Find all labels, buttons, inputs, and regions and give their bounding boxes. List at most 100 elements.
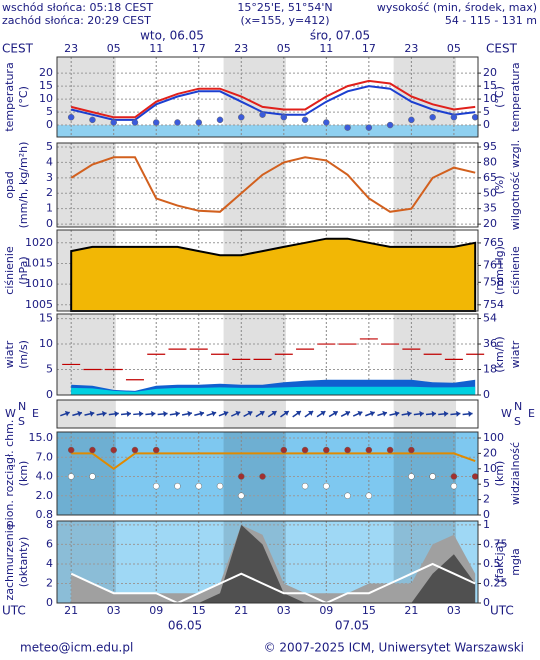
- top-tick-label: 11: [149, 42, 163, 55]
- y2-tick-label: 20: [483, 66, 497, 79]
- dot: [216, 482, 224, 490]
- dot: [259, 111, 266, 118]
- axis-title: (oktanty): [17, 537, 30, 588]
- night-band: [393, 143, 457, 227]
- wind-arrow: [255, 410, 265, 418]
- axis-title: (mm Hg): [493, 246, 506, 295]
- wind-arrow: [316, 410, 326, 418]
- y-tick-label: 0: [46, 596, 53, 609]
- bottom-tick-label: 03: [277, 604, 291, 617]
- axis-title: zachmurzenie: [3, 523, 16, 600]
- wind-arrow: [389, 410, 400, 417]
- y2-tick-label: 100: [483, 431, 504, 444]
- top-timezone: CEST: [2, 42, 34, 56]
- area: [71, 524, 476, 603]
- dot: [301, 446, 309, 454]
- dot: [152, 446, 160, 454]
- dot: [471, 114, 479, 121]
- wind-arrow-head: [308, 410, 314, 416]
- dot: [67, 446, 75, 454]
- dot: [280, 114, 288, 121]
- wind-arrow: [145, 410, 156, 417]
- line: [70, 156, 476, 213]
- wind-arrow-head: [357, 410, 363, 417]
- y2-tick-label: 15: [483, 79, 497, 92]
- wind-arrow: [96, 410, 107, 417]
- wind-arrow-head: [419, 410, 424, 417]
- wind-arrow: [365, 410, 375, 417]
- wind-arrow-head: [235, 410, 241, 417]
- wind-arrow: [413, 410, 424, 417]
- bottom-timezone: UTC: [490, 604, 514, 618]
- axis-title: wiatr: [509, 340, 522, 368]
- wind-arrow-head: [320, 410, 326, 416]
- dot: [195, 482, 203, 490]
- sunrise: wschód słońca: 05:18 CEST: [2, 1, 153, 14]
- line: [71, 452, 476, 471]
- compass: S: [514, 415, 521, 428]
- wind-arrow-head: [394, 410, 400, 417]
- wind-arrow-head: [199, 410, 205, 417]
- area: [70, 237, 477, 312]
- dot: [344, 124, 351, 131]
- wind-arrow-head: [345, 410, 351, 417]
- copyright: © 2007-2025 ICM, Uniwersytet Warszawski: [264, 641, 524, 655]
- wind-arrow: [120, 410, 132, 417]
- dot: [408, 116, 415, 124]
- dot: [238, 473, 245, 480]
- dot: [386, 121, 394, 129]
- y-tick-label: 1005: [25, 298, 53, 311]
- wind-arrow-head: [382, 410, 387, 417]
- dot: [323, 119, 330, 126]
- wind-arrow-head: [77, 410, 82, 417]
- panel-border: [56, 229, 479, 312]
- line: [70, 79, 476, 119]
- bottom-tick-label: 03: [447, 604, 461, 617]
- axis-title: temperatura: [509, 62, 522, 131]
- day-label: wto, 06.05: [140, 29, 204, 43]
- night-band: [223, 143, 286, 227]
- y-tick-label: 6: [46, 537, 53, 550]
- wind-arrow: [328, 410, 339, 418]
- top-tick-label: 17: [192, 42, 206, 55]
- dot: [344, 446, 351, 454]
- dot: [131, 119, 139, 126]
- bottom-tick-label: 15: [192, 604, 206, 617]
- wind-arrow: [352, 410, 363, 417]
- wind-arrow-head: [295, 410, 301, 416]
- y2-tick-label: 0: [483, 596, 490, 609]
- dot: [238, 114, 245, 121]
- wind-arrow-head: [211, 410, 217, 417]
- y2-tick-label: 758: [483, 275, 504, 288]
- wind-arrow: [401, 410, 412, 417]
- bottom-timezone: UTC: [2, 604, 26, 618]
- y-tick-label: 4: [46, 155, 53, 168]
- wind-arrow: [206, 410, 217, 417]
- y2-tick-label: 765: [483, 236, 504, 249]
- wind-arrow: [218, 410, 229, 417]
- dot: [450, 473, 458, 480]
- below-zero: [57, 125, 478, 137]
- y-tick-label: 0: [46, 388, 53, 401]
- top-tick-label: 23: [234, 42, 248, 55]
- line: [70, 562, 476, 605]
- dot: [216, 116, 224, 124]
- y-tick-label: 1020: [25, 236, 53, 249]
- dot: [365, 124, 373, 131]
- y2-tick-label: 10: [483, 92, 497, 105]
- y2-tick-label: 65: [483, 171, 497, 184]
- dot: [408, 473, 415, 480]
- bottom-tick-label: 09: [319, 604, 333, 617]
- wind-arrow-head: [102, 410, 107, 417]
- wind-arrow: [280, 410, 290, 418]
- y2-tick-label: 0: [483, 388, 490, 401]
- wind-arrow: [230, 410, 241, 417]
- y-tick-label: 2.0: [36, 489, 54, 502]
- wind-arrow-head: [126, 410, 131, 417]
- axis-title: (hPa): [17, 256, 30, 284]
- y2-tick-label: 80: [483, 155, 497, 168]
- y-tick-label: 20: [39, 66, 53, 79]
- wind-arrow: [72, 410, 83, 417]
- y-tick-label: 1: [46, 202, 53, 215]
- wind-arrow: [133, 410, 144, 417]
